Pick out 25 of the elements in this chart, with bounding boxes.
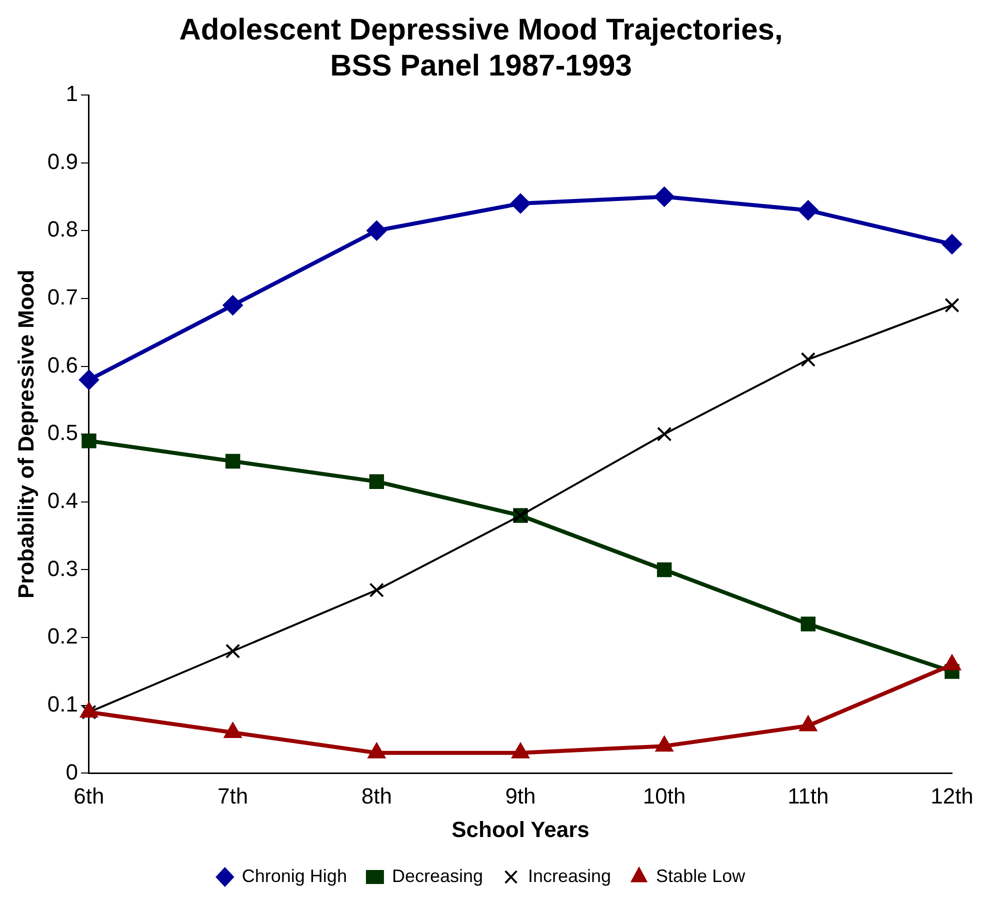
y-tick-label: 0.9 — [47, 148, 78, 174]
y-tick-label: 0.2 — [47, 624, 78, 649]
chart-title: Adolescent Depressive Mood Trajectories, BSS Panel 1987-1993 — [179, 13, 783, 82]
legend-label: Stable Low — [656, 866, 746, 886]
legend-label: Chronig High — [242, 866, 347, 886]
x-tick-label: 7th — [218, 783, 248, 808]
y-tick-label: 0.4 — [47, 488, 78, 513]
y-tick-label: 0.1 — [47, 691, 78, 716]
y-axis-title: Probability of Depressive Mood — [13, 270, 38, 599]
x-axis-title: School Years — [452, 816, 590, 842]
y-tick-label: 0 — [66, 759, 78, 784]
legend-label: Decreasing — [392, 866, 483, 886]
x-tick-label: 9th — [505, 783, 536, 808]
y-tick-label: 0.8 — [47, 216, 78, 242]
x-tick-label: 11th — [788, 783, 829, 808]
x-tick-label: 8th — [361, 783, 392, 808]
y-tick-label: 1 — [66, 81, 78, 106]
y-tick-label: 0.7 — [47, 284, 78, 310]
y-tick-label: 0.3 — [47, 556, 78, 581]
x-tick-label: 10th — [642, 783, 686, 808]
legend-label: Increasing — [528, 866, 612, 886]
x-tick-label: 12th — [930, 783, 974, 808]
y-tick-label: 0.6 — [47, 352, 78, 378]
y-tick-label: 0.5 — [47, 420, 78, 446]
x-tick-label: 6th — [74, 783, 104, 808]
